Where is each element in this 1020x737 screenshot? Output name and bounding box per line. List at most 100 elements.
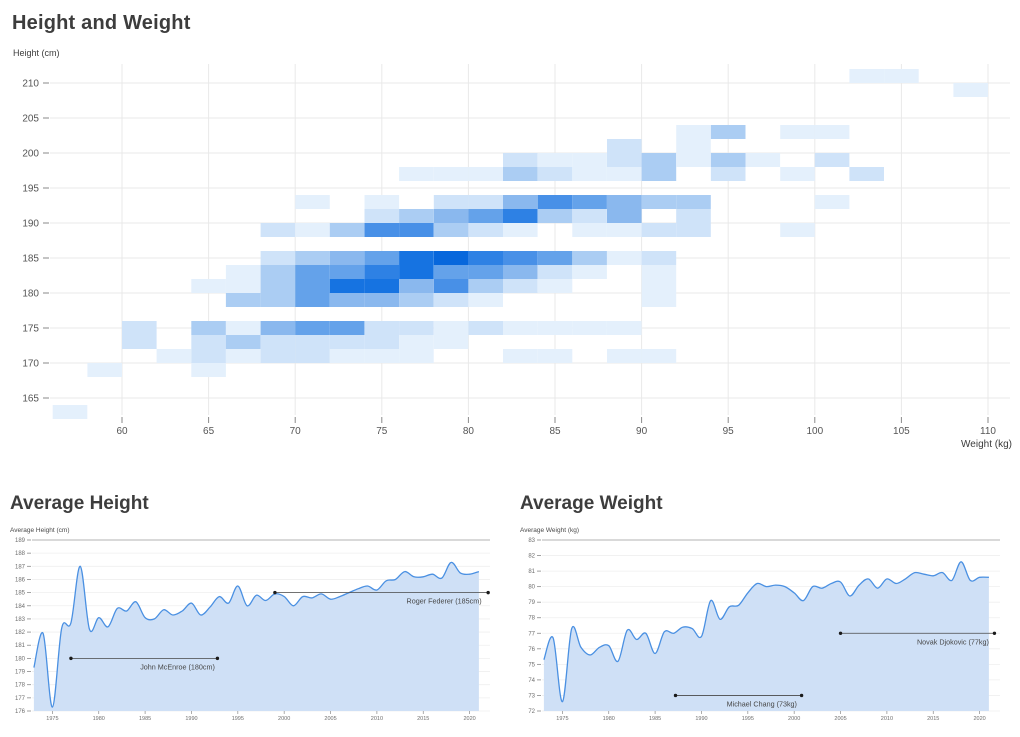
heatmap-cell bbox=[122, 335, 157, 349]
heatmap-cell bbox=[641, 265, 677, 279]
x-tick-label: 80 bbox=[463, 426, 475, 437]
heatmap-cell bbox=[260, 265, 296, 279]
y-tick-label: 74 bbox=[528, 678, 535, 684]
annotation-label: Roger Federer (185cm) bbox=[407, 597, 482, 606]
heatmap-cell bbox=[364, 293, 400, 307]
heatmap-cell bbox=[641, 223, 677, 237]
heatmap-cell bbox=[329, 265, 365, 279]
heatmap-cell bbox=[329, 321, 365, 335]
y-tick-label: 183 bbox=[15, 617, 26, 623]
heatmap-cell bbox=[399, 335, 434, 349]
heatmap-cell bbox=[607, 167, 642, 181]
heatmap-cell bbox=[849, 69, 884, 83]
height-weight-heatmap: 60 65 70 75 80 85 90 95 100 105 110 165 170 175 180 185… bbox=[22, 64, 1012, 450]
heatmap-cell bbox=[641, 293, 677, 307]
heatmap-cell bbox=[468, 167, 503, 181]
x-tick-label: 2015 bbox=[417, 716, 429, 722]
annotation-dot bbox=[486, 590, 490, 595]
x-tick-label: 2015 bbox=[927, 716, 939, 722]
heatmap-cell bbox=[433, 321, 469, 335]
y-tick-label: 188 bbox=[15, 551, 26, 557]
heatmap-cell bbox=[814, 125, 850, 139]
heatmap-cell bbox=[503, 167, 538, 181]
area-line bbox=[33, 561, 480, 708]
y-tick-label: 185 bbox=[15, 591, 26, 597]
y-tick-label: 185 bbox=[22, 254, 39, 265]
heatmap-cell bbox=[225, 349, 261, 363]
heatmap-cell bbox=[503, 349, 538, 363]
heatmap-cell bbox=[433, 335, 469, 349]
y-tick-label: 82 bbox=[528, 554, 535, 560]
heatmap-cell bbox=[572, 251, 607, 265]
heatmap-cell bbox=[607, 349, 642, 363]
heatmap-cell bbox=[295, 293, 330, 307]
annotation-label: Novak Djokovic (77kg) bbox=[917, 637, 989, 646]
heatmap-cell bbox=[329, 335, 365, 349]
y-tick-label: 200 bbox=[22, 149, 39, 160]
heatmap-cell bbox=[641, 279, 677, 293]
heatmap-cell bbox=[295, 349, 330, 363]
y-tick-label: 76 bbox=[528, 647, 535, 653]
y-tick-label: 180 bbox=[22, 289, 39, 300]
heatmap-cell bbox=[295, 265, 330, 279]
heatmap-cell bbox=[503, 195, 538, 209]
heatmap-cell bbox=[364, 251, 400, 265]
heatmap-cell bbox=[260, 293, 296, 307]
y-tick-label: 170 bbox=[22, 359, 39, 370]
heatmap-cell bbox=[572, 209, 607, 223]
x-tick-label: 100 bbox=[806, 426, 823, 437]
heatmap-cell bbox=[641, 349, 677, 363]
heatmap-cell bbox=[433, 293, 469, 307]
heatmap-cell bbox=[745, 153, 781, 167]
x-tick-label: 85 bbox=[549, 426, 561, 437]
x-tick-label: 1985 bbox=[139, 716, 151, 722]
heatmap-cell bbox=[364, 209, 400, 223]
chart-y-axis-label: Average Weight (kg) bbox=[520, 527, 579, 534]
annotation-dot bbox=[673, 693, 678, 698]
heatmap-cell bbox=[607, 251, 642, 265]
y-tick-label: 179 bbox=[15, 670, 26, 676]
heatmap-cell bbox=[537, 321, 573, 335]
heatmap-cell bbox=[295, 335, 330, 349]
heatmap-cell bbox=[329, 223, 365, 237]
heatmap-cell bbox=[399, 265, 434, 279]
heatmap-cell bbox=[87, 363, 122, 377]
y-tick-label: 77 bbox=[528, 631, 535, 637]
heatmap-cell bbox=[399, 321, 434, 335]
heatmap-cell bbox=[295, 321, 330, 335]
heatmap-cell bbox=[641, 153, 677, 167]
y-tick-label: 81 bbox=[528, 569, 535, 575]
x-tick-label: 95 bbox=[723, 426, 735, 437]
heatmap-cell bbox=[710, 125, 746, 139]
x-tick-label: 1985 bbox=[649, 716, 661, 722]
heatmap-cell bbox=[433, 167, 469, 181]
heatmap-cell bbox=[676, 153, 711, 167]
heatmap-cell bbox=[572, 321, 607, 335]
heatmap-cell bbox=[433, 265, 469, 279]
y-tick-label: 78 bbox=[528, 616, 535, 622]
heatmap-cell bbox=[676, 223, 711, 237]
heatmap-cell bbox=[641, 251, 677, 265]
heatmap-cell bbox=[607, 321, 642, 335]
heatmap-cell bbox=[503, 209, 538, 223]
y-tick-label: 189 bbox=[15, 538, 26, 544]
heatmap-cell bbox=[537, 167, 573, 181]
chart-y-axis-label: Average Height (cm) bbox=[10, 527, 70, 534]
y-tick-label: 182 bbox=[15, 630, 26, 636]
x-tick-label: 1975 bbox=[556, 716, 568, 722]
x-tick-label: 2005 bbox=[324, 716, 336, 722]
x-tick-label: 65 bbox=[203, 426, 215, 437]
heatmap-cell bbox=[537, 251, 573, 265]
x-tick-label: 110 bbox=[980, 426, 996, 437]
x-tick-label: 60 bbox=[116, 426, 128, 437]
y-tick-label: 178 bbox=[15, 683, 26, 689]
heatmap-cell bbox=[537, 209, 573, 223]
heatmap-cell bbox=[641, 195, 677, 209]
y-tick-label: 80 bbox=[528, 585, 535, 591]
heatmap-cell bbox=[260, 251, 296, 265]
heatmap-cell bbox=[433, 223, 469, 237]
heatmap-cell bbox=[849, 167, 884, 181]
heatmap-cell bbox=[572, 153, 607, 167]
y-tick-label: 83 bbox=[528, 538, 535, 544]
heatmap-cell bbox=[676, 209, 711, 223]
